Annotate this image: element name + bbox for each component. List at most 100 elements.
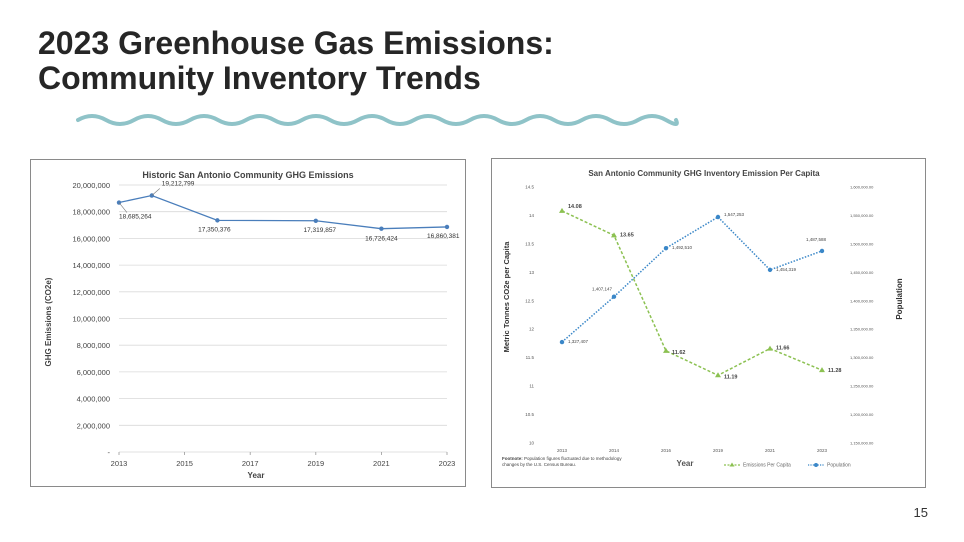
chart2-left-tick-label: 13.5	[525, 241, 534, 246]
chart2-right-tick-label: 1,450,000.00	[850, 270, 874, 275]
chart1-series-line	[118, 194, 448, 230]
chart1-x-tick-label: 2017	[242, 459, 259, 468]
chart2-left-tick-label: 13	[529, 270, 535, 275]
ghg-emissions-chart: Historic San Antonio Community GHG Emiss…	[44, 170, 460, 480]
emissions-per-capita-point	[767, 345, 773, 351]
per-capita-chart-panel: San Antonio Community GHG Inventory Emis…	[491, 158, 926, 488]
population-label: 1,487,588	[806, 237, 827, 242]
emissions-per-capita-line	[561, 210, 823, 377]
legend-population-label: Population	[827, 463, 851, 469]
emissions-per-capita-label: 11.28	[828, 368, 841, 374]
emissions-per-capita-label: 13.65	[620, 232, 634, 238]
chart1-x-tick-label: 2023	[439, 459, 456, 468]
emissions-per-capita-label: 14.08	[568, 204, 582, 210]
chart2-left-tick-label: 10	[529, 441, 535, 446]
chart1-y-tick-label: 2,000,000	[77, 421, 110, 430]
emissions-per-capita-label: 11.62	[672, 350, 685, 356]
emissions-per-capita-point	[715, 372, 721, 378]
chart2-footnote: Footnote: Population figures fluctuated …	[502, 456, 622, 461]
chart1-x-axis-label: Year	[248, 471, 265, 480]
chart1-y-tick-label: 16,000,000	[72, 234, 110, 243]
chart2-right-tick-label: 1,350,000.00	[850, 327, 874, 332]
chart1-data-label: 17,319,857	[304, 227, 337, 234]
slide-title: 2023 Greenhouse Gas Emissions: Community…	[38, 26, 738, 96]
chart1-y-tick-label: 18,000,000	[72, 208, 110, 217]
emissions-per-capita-point	[819, 367, 825, 373]
population-label: 1,327,407	[568, 339, 589, 344]
chart2-right-tick-label: 1,300,000.00	[850, 355, 874, 360]
population-line	[561, 216, 823, 343]
chart1-data-label: 19,212,799	[162, 181, 195, 188]
chart2-right-tick-label: 1,600,000.00	[850, 185, 874, 190]
per-capita-chart: San Antonio Community GHG Inventory Emis…	[502, 169, 904, 469]
chart2-left-tick-label: 14.5	[525, 185, 534, 190]
chart2-right-tick-label: 1,550,000.00	[850, 213, 874, 218]
chart1-data-label: 16,726,424	[365, 236, 398, 243]
emissions-per-capita-label: 11.19	[724, 374, 737, 380]
chart2-footnote-text: Population figures fluctuated due to met…	[523, 456, 623, 461]
chart2-left-axis-label: Metric Tonnes CO2e per Capita	[502, 241, 511, 353]
chart2-legend: Emissions Per Capita Population	[724, 462, 851, 469]
chart2-footnote-bold: Footnote:	[502, 456, 523, 461]
population-point	[715, 214, 721, 220]
chart2-footnote-line2: changes by the U.S. Census Bureau.	[502, 462, 576, 467]
chart2-x-tick-label: 2016	[661, 448, 672, 453]
chart1-y-tick-label: -	[108, 448, 111, 457]
emissions-per-capita-label: 11.66	[776, 346, 789, 352]
chart1-data-point	[313, 218, 318, 223]
chart1-y-tick-label: 14,000,000	[72, 261, 110, 270]
chart1-data-point	[444, 224, 450, 230]
population-label: 1,547,253	[724, 212, 745, 217]
chart1-y-tick-label: 8,000,000	[77, 341, 110, 350]
wave-divider	[76, 114, 679, 126]
chart2-x-tick-label: 2019	[713, 448, 724, 453]
chart1-data-point	[379, 226, 384, 231]
chart1-data-label: 17,350,376	[198, 226, 231, 233]
chart1-y-tick-label: 6,000,000	[77, 368, 110, 377]
chart2-x-axis-label: Year	[677, 459, 694, 468]
legend-emissions-label: Emissions Per Capita	[743, 463, 791, 469]
chart2-x-tick-label: 2023	[817, 448, 828, 453]
chart1-y-axis-label: GHG Emissions (CO2e)	[44, 277, 53, 366]
chart1-x-tick-label: 2013	[111, 459, 128, 468]
chart1-x-tick-label: 2021	[373, 459, 390, 468]
legend-emissions-marker	[729, 462, 735, 467]
chart1-x-tick-label: 2019	[307, 459, 324, 468]
chart2-left-tick-label: 14	[529, 213, 535, 218]
chart1-data-label: 18,685,264	[119, 214, 152, 221]
page-number: 15	[913, 505, 928, 520]
chart1-y-tick-label: 12,000,000	[72, 288, 110, 297]
chart1-data-label: 16,860,381	[427, 233, 460, 240]
population-label: 1,454,319	[776, 267, 797, 272]
emissions-per-capita-point	[559, 207, 565, 213]
population-label: 1,492,510	[672, 245, 693, 250]
chart2-left-tick-label: 10.5	[525, 412, 534, 417]
chart2-left-tick-label: 12.5	[525, 298, 534, 303]
chart2-x-tick-label: 2021	[765, 448, 776, 453]
population-point	[559, 339, 565, 345]
chart1-label-leader	[118, 202, 128, 213]
chart2-title: San Antonio Community GHG Inventory Emis…	[588, 169, 820, 178]
population-point	[819, 248, 825, 254]
chart2-right-tick-label: 1,200,000.00	[850, 412, 874, 417]
chart1-title: Historic San Antonio Community GHG Emiss…	[142, 170, 353, 180]
chart2-right-tick-label: 1,500,000.00	[850, 241, 874, 246]
chart1-y-tick-label: 10,000,000	[72, 315, 110, 324]
emissions-per-capita-point	[663, 347, 669, 353]
legend-population-marker	[814, 463, 818, 467]
chart2-left-tick-label: 11.5	[526, 355, 535, 360]
population-point	[611, 294, 617, 299]
population-point	[767, 267, 773, 273]
chart2-x-tick-label: 2013	[557, 448, 568, 453]
chart2-right-tick-label: 1,150,000.00	[850, 441, 874, 446]
chart1-y-tick-label: 4,000,000	[77, 395, 110, 404]
chart2-left-tick-label: 12	[529, 327, 535, 332]
slide-title-line-1: 2023 Greenhouse Gas Emissions:	[38, 25, 554, 61]
chart1-y-tick-label: 20,000,000	[72, 181, 110, 190]
chart1-data-point	[215, 218, 220, 223]
population-point	[663, 245, 669, 251]
ghg-emissions-chart-panel: Historic San Antonio Community GHG Emiss…	[30, 159, 466, 487]
emissions-per-capita-point	[611, 232, 617, 238]
chart1-x-tick-label: 2015	[176, 459, 193, 468]
chart2-x-tick-label: 2014	[609, 448, 620, 453]
